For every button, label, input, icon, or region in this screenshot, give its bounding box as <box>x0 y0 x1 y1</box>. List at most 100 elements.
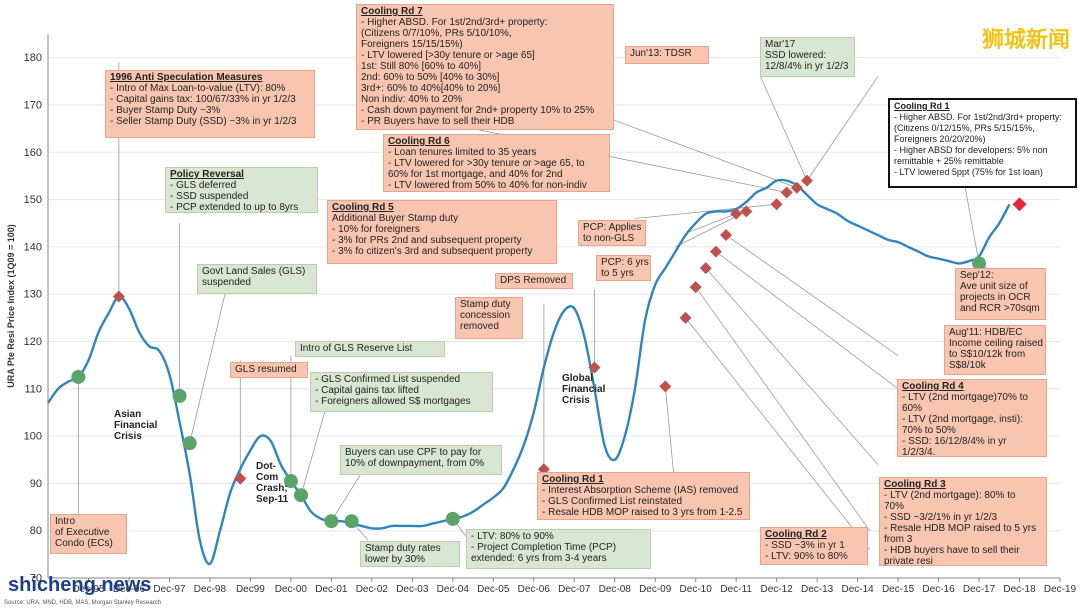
annotation-line: Financial <box>562 384 606 395</box>
annotation-line: - LTV (2nd mortgage): 80% to <box>884 490 1016 501</box>
leader-line <box>705 267 879 465</box>
y-tick-label: 90 <box>30 478 42 490</box>
annotation-line: - Higher ABSD. For 1st/2nd/3rd+ property… <box>361 17 548 28</box>
y-tick-label: 130 <box>24 289 42 301</box>
annotation-title: Cooling Rd 5 <box>332 202 394 213</box>
x-tick-label: Dec-12 <box>761 584 794 595</box>
annotation-line: - Capital gains tax lifted <box>315 385 419 396</box>
y-tick-label: 150 <box>24 194 42 206</box>
annotation-ltv-90: - LTV: 80% to 90% - Project Completion Ti… <box>466 529 651 569</box>
easing-marker <box>172 388 187 403</box>
annotation-pcp-6: PCP: 6 yrs to 5 yrs <box>596 255 651 281</box>
annotation-title: Cooling Rd 1 <box>542 474 604 485</box>
cooling-marker <box>730 207 743 220</box>
leader-line <box>685 317 871 550</box>
annotation-line: - GLS Confirmed List reinstated <box>542 496 683 507</box>
annotation-line: - SSD suspended <box>170 191 249 202</box>
annotation-line: - PCP extended to up to 8yrs <box>170 202 299 213</box>
easing-marker <box>324 514 339 529</box>
y-tick-label: 110 <box>24 383 42 395</box>
annotation-line: from 3 <box>884 534 913 545</box>
annotation-line: Global <box>562 373 594 384</box>
easing-marker <box>182 436 197 451</box>
annotation-line: Financial <box>114 420 158 431</box>
annotation-line: - Interest Absorption Scheme (IAS) remov… <box>542 485 739 496</box>
easing-marker <box>445 511 460 526</box>
annotation-dotcom: Dot- Com Crash; Sep-11 <box>252 460 302 508</box>
cooling-marker <box>679 311 692 324</box>
annotation-line: - SSD ~3% in yr 1 <box>765 540 845 551</box>
annotation-aug11: Aug'11: HDB/EC Income ceiling raised to S$… <box>944 325 1046 375</box>
annotation-line: Foreigners 15/15/15%) <box>361 39 463 50</box>
cooling-marker <box>699 262 712 275</box>
latest-marker <box>1012 197 1027 212</box>
cooling-marker <box>790 181 803 194</box>
x-tick-label: Dec-01 <box>315 584 348 595</box>
easing-marker <box>294 488 308 503</box>
annotation-line: Sep'12: <box>960 270 994 281</box>
y-tick-label: 170 <box>24 99 42 111</box>
x-tick-label: Dec-07 <box>558 584 591 595</box>
cooling-marker <box>740 205 753 218</box>
x-tick-label: Dec-17 <box>963 584 996 595</box>
annotation-asian-crisis: Asian Financial Crisis <box>110 408 172 444</box>
annotation-sep12: Sep'12: Ave unit size of projects in OCR an… <box>955 268 1046 320</box>
annotation-gfc: Global Financial Crisis <box>558 372 618 408</box>
annotation-gls-confirmed: - GLS Confirmed List suspended - Capital … <box>310 372 493 412</box>
annotation-title: Cooling Rd 2 <box>765 529 827 540</box>
annotation-line: (Citizens 0/7/10%, PRs 5/10/10%, <box>361 28 512 39</box>
annotation-line: 10% of downpayment, from 0% <box>345 458 484 469</box>
annotation-cooling-1: Cooling Rd 1- Interest Absorption Scheme… <box>537 472 750 520</box>
annotation-tdsr: Jun'13: TDSR <box>625 46 709 64</box>
annotation-line: Intro of GLS Reserve List <box>300 343 413 354</box>
annotation-pcp-gls: PCP: Applies to non-GLS <box>578 220 646 246</box>
annotation-line: remittable + 25% remittable <box>894 156 1004 166</box>
x-axis: Dec-95 Dec-96 Dec-97 Dec-98 Dec99 Dec-00 Dec-0… <box>48 577 1077 595</box>
cooling-marker <box>770 198 783 211</box>
annotation-line: Condo (ECs) <box>55 538 113 549</box>
annotation-line: DPS Removed <box>500 275 567 286</box>
annotation-line: lower by 30% <box>365 554 426 565</box>
series-line <box>47 178 1011 566</box>
x-tick-label: Dec-05 <box>477 584 510 595</box>
annotation-line: 12/8/4% in yr 1/2/3 <box>765 61 849 72</box>
annotation-cooling-1-new: Cooling Rd 1- Higher ABSD. For 1st/2nd/3… <box>888 98 1077 188</box>
annotation-line: - SSD ~3/2/1% in yr 1/2/3 <box>884 512 998 523</box>
annotation-line: concession <box>460 310 511 321</box>
annotation-line: - Cash down payment for 2nd+ property 10… <box>361 105 595 116</box>
annotation-line: - LTV lowered from 50% to 40% for non-in… <box>388 180 587 191</box>
annotation-line: Intro <box>55 516 76 527</box>
x-tick-label: Dec99 <box>236 584 265 595</box>
annotation-line: - LTV lowered [>30y tenure or >age 65] <box>361 50 535 61</box>
leader-line <box>687 213 737 234</box>
annotation-cooling-7: Cooling Rd 7- Higher ABSD. For 1st/2nd/3… <box>356 4 614 130</box>
annotation-line: 60% for 1st mortgage, and 40% for 2nd <box>388 169 563 180</box>
annotation-cooling-4: Cooling Rd 4- LTV (2nd mortgage)70% to 60… <box>897 379 1047 457</box>
x-tick-label: Dec-14 <box>841 584 874 595</box>
annotation-line: - Resale HDB MOP raised to 5 yrs <box>884 523 1037 534</box>
annotation-line: - LTV (2nd mortgage)70% to <box>902 392 1028 403</box>
annotation-line: Crisis <box>114 431 142 442</box>
x-tick-label: Dec-04 <box>437 584 470 595</box>
annotation-line: Dot- <box>256 461 276 472</box>
annotation-cpf: Buyers can use CPF to pay for 10% of down… <box>340 445 502 475</box>
leader-line <box>695 286 871 531</box>
annotation-line: Com <box>256 472 279 483</box>
leader-line <box>598 114 798 189</box>
x-tick-label: Dec-15 <box>882 584 915 595</box>
y-tick-label: 160 <box>24 147 42 159</box>
y-axis: 70 80 90 100 110 120 130 140 150 160 170 180 <box>24 34 49 585</box>
x-tick-label: Dec-18 <box>1003 584 1036 595</box>
x-tick-label: Dec-19 <box>1044 584 1077 595</box>
annotation-line: suspended <box>202 277 251 288</box>
annotation-title: Policy Reversal <box>170 169 244 180</box>
annotation-gls-suspended: Govt Land Sales (GLS) suspended <box>197 264 317 294</box>
annotation-title: Cooling Rd 1 <box>894 101 950 111</box>
annotation-gls-reserve: Intro of GLS Reserve List <box>295 341 445 357</box>
annotation-line: - LTV: 80% to 90% <box>471 531 554 542</box>
annotation-line: - LTV lowered 5ppt (75% for 1st loan) <box>894 167 1043 177</box>
annotation-line: - Higher ABSD. For 1st/2nd/3rd+ property… <box>894 112 1062 122</box>
annotation-line: - Project Completion Time (PCP) <box>471 542 617 553</box>
x-tick-label: Dec-98 <box>194 584 227 595</box>
